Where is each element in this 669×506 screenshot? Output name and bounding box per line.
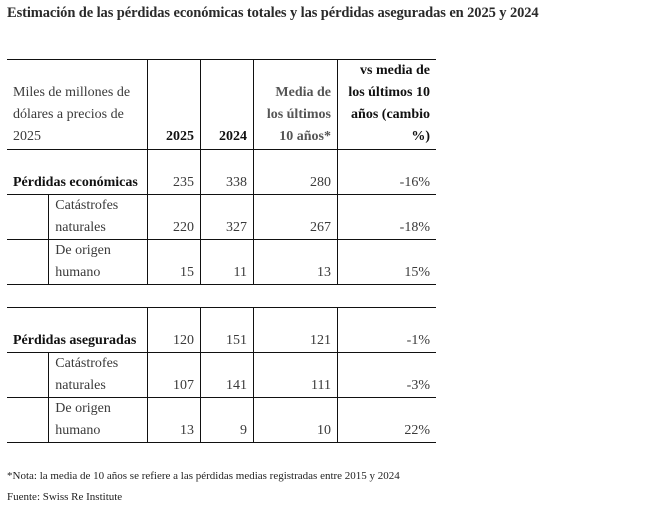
insured-losses-table: Pérdidas aseguradas 120 151 121 -1% Catá… xyxy=(7,307,436,443)
row-label: De origen humano xyxy=(48,397,148,443)
value-2024: 338 xyxy=(200,149,254,195)
value-average: 111 xyxy=(253,352,338,398)
header-10yr-average: Media de los últimos 10 años* xyxy=(253,59,338,150)
value-average: 13 xyxy=(253,239,338,285)
value-average: 267 xyxy=(253,194,338,240)
value-average: 121 xyxy=(253,307,338,353)
value-2025: 15 xyxy=(147,239,201,285)
value-change: 15% xyxy=(337,239,436,285)
value-change: 22% xyxy=(337,397,436,443)
value-change: -3% xyxy=(337,352,436,398)
value-2025: 220 xyxy=(147,194,201,240)
table-title: Estimación de las pérdidas económicas to… xyxy=(7,5,539,21)
header-change-vs-average: vs media de los últimos 10 años (cambio … xyxy=(337,59,436,150)
value-2025: 120 xyxy=(147,307,201,353)
table-row: Catástrofes naturales 107 141 111 -3% xyxy=(7,352,436,398)
value-2024: 141 xyxy=(200,352,254,398)
table-row: De origen humano 13 9 10 22% xyxy=(7,397,436,443)
row-label: De origen humano xyxy=(48,239,148,285)
footnote: *Nota: la media de 10 años se refiere a … xyxy=(7,470,400,482)
value-2024: 11 xyxy=(200,239,254,285)
row-label: Catástrofes naturales xyxy=(48,194,148,240)
section-label: Pérdidas aseguradas xyxy=(7,307,148,353)
source-note: Fuente: Swiss Re Institute xyxy=(7,491,123,503)
economic-losses-table: Miles de millones de dólares a precios d… xyxy=(7,59,436,285)
section-total-row: Pérdidas económicas 235 338 280 -16% xyxy=(7,149,436,195)
value-change: -16% xyxy=(337,149,436,195)
value-average: 280 xyxy=(253,149,338,195)
value-change: -1% xyxy=(337,307,436,353)
row-label: Catástrofes naturales xyxy=(48,352,148,398)
indent-cell xyxy=(7,397,50,443)
header-2024: 2024 xyxy=(200,59,254,150)
indent-cell xyxy=(7,239,50,285)
unit-label: Miles de millones de dólares a precios d… xyxy=(7,59,148,150)
value-2025: 235 xyxy=(147,149,201,195)
value-2024: 327 xyxy=(200,194,254,240)
table-header-row: Miles de millones de dólares a precios d… xyxy=(7,59,436,150)
section-label: Pérdidas económicas xyxy=(7,149,148,195)
table-row: Catástrofes naturales 220 327 267 -18% xyxy=(7,194,436,240)
value-2024: 9 xyxy=(200,397,254,443)
value-change: -18% xyxy=(337,194,436,240)
indent-cell xyxy=(7,352,50,398)
value-2025: 13 xyxy=(147,397,201,443)
indent-cell xyxy=(7,194,50,240)
value-average: 10 xyxy=(253,397,338,443)
header-2025: 2025 xyxy=(147,59,201,150)
table-row: De origen humano 15 11 13 15% xyxy=(7,239,436,285)
value-2025: 107 xyxy=(147,352,201,398)
value-2024: 151 xyxy=(200,307,254,353)
section-total-row: Pérdidas aseguradas 120 151 121 -1% xyxy=(7,307,436,353)
